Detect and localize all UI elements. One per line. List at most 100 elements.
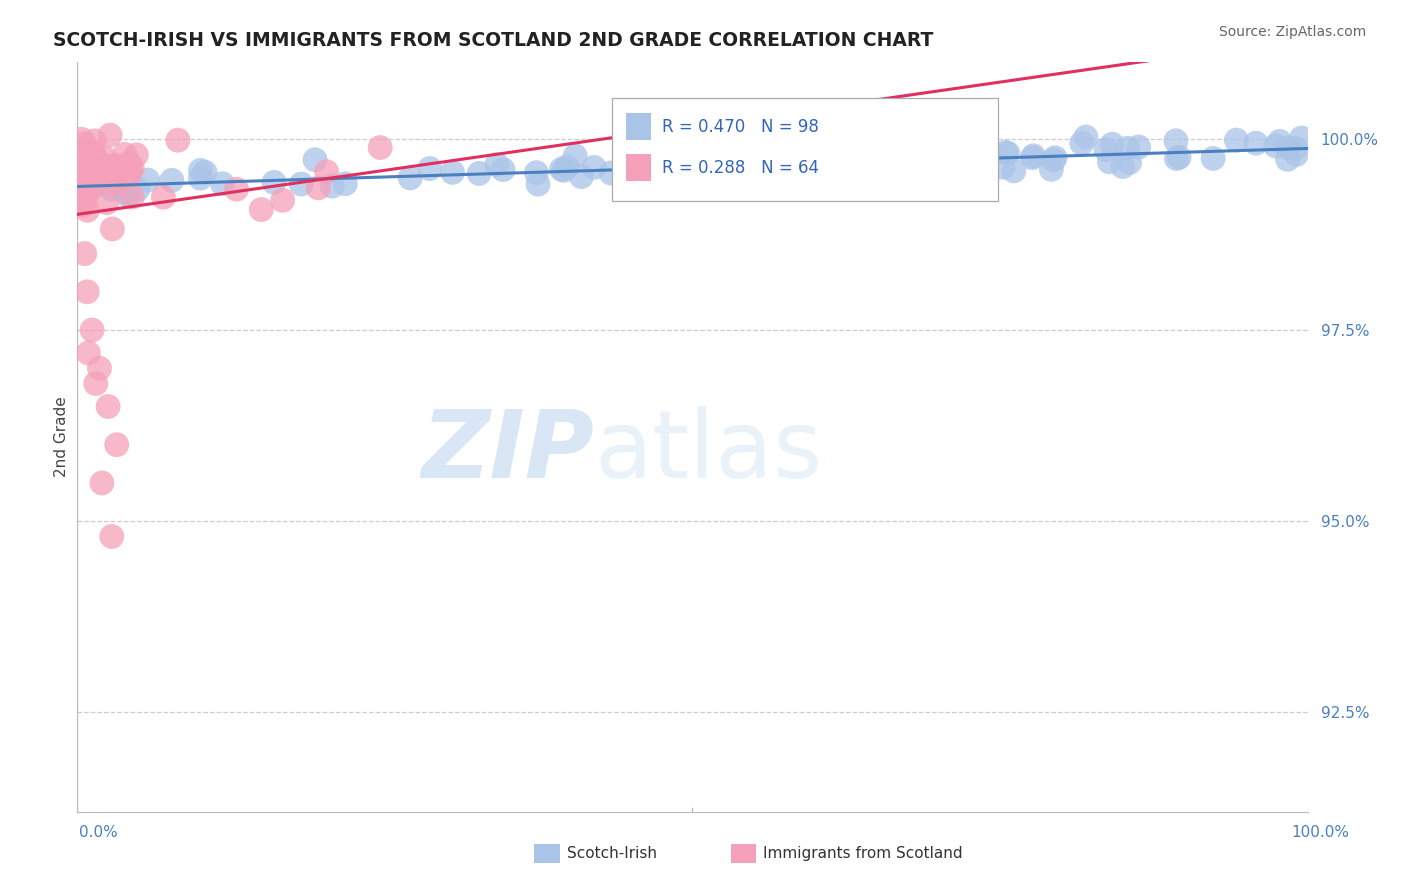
Text: Source: ZipAtlas.com: Source: ZipAtlas.com <box>1219 25 1367 39</box>
Point <box>641 166 664 180</box>
Point <box>485 157 508 171</box>
Point <box>848 153 870 167</box>
Point <box>73 185 96 199</box>
Point <box>749 151 772 165</box>
Point <box>76 285 98 299</box>
Point <box>307 181 329 195</box>
Point <box>952 136 974 150</box>
Point <box>97 159 120 173</box>
Point <box>89 361 111 376</box>
Point <box>321 179 343 194</box>
Point <box>759 162 782 177</box>
Point <box>759 156 782 170</box>
Point <box>1095 143 1118 157</box>
Point <box>564 149 586 163</box>
Point <box>82 147 104 161</box>
Point <box>121 190 143 204</box>
Point <box>1043 151 1066 165</box>
Point <box>75 184 97 198</box>
Point <box>97 163 120 178</box>
Point <box>75 143 97 157</box>
Point <box>69 175 91 189</box>
Point <box>82 323 104 337</box>
Text: atlas: atlas <box>595 406 823 498</box>
Point <box>600 166 623 180</box>
Point <box>105 438 128 452</box>
Point <box>953 168 976 182</box>
Point <box>104 174 127 188</box>
Text: SCOTCH-IRISH VS IMMIGRANTS FROM SCOTLAND 2ND GRADE CORRELATION CHART: SCOTCH-IRISH VS IMMIGRANTS FROM SCOTLAND… <box>53 31 934 50</box>
Point <box>991 160 1014 174</box>
Point <box>922 157 945 171</box>
Point <box>72 198 94 212</box>
Point <box>100 182 122 196</box>
Point <box>271 194 294 208</box>
Text: 0.0%: 0.0% <box>79 825 118 840</box>
Text: Scotch-Irish: Scotch-Irish <box>567 847 657 861</box>
Point <box>441 165 464 179</box>
Point <box>1268 135 1291 149</box>
Point <box>814 153 837 167</box>
Point <box>1244 136 1267 150</box>
Point <box>97 169 120 183</box>
Point <box>419 161 441 176</box>
Point <box>1277 141 1299 155</box>
Point <box>1264 139 1286 153</box>
Point <box>118 169 141 184</box>
Point <box>73 246 96 260</box>
Point <box>96 195 118 210</box>
Point <box>105 177 128 191</box>
Point <box>73 166 96 180</box>
Point <box>263 175 285 189</box>
Point <box>1116 141 1139 155</box>
Point <box>101 166 124 180</box>
Point <box>1112 160 1135 174</box>
Point <box>84 178 107 192</box>
Point <box>94 151 117 165</box>
Point <box>553 163 575 178</box>
Point <box>84 376 107 391</box>
Point <box>803 157 825 171</box>
Point <box>76 203 98 218</box>
Point <box>1128 140 1150 154</box>
Point <box>733 167 755 181</box>
Point <box>740 143 762 157</box>
Point <box>555 160 578 174</box>
Point <box>659 148 682 162</box>
Point <box>669 174 692 188</box>
Point <box>136 173 159 187</box>
Point <box>335 177 357 191</box>
Point <box>1074 130 1097 145</box>
Point <box>527 177 550 191</box>
Point <box>1021 151 1043 165</box>
Point <box>77 346 100 360</box>
Point <box>80 159 103 173</box>
Text: R = 0.288   N = 64: R = 0.288 N = 64 <box>662 159 820 177</box>
Point <box>664 169 686 183</box>
Point <box>890 147 912 161</box>
Point <box>80 174 103 188</box>
Point <box>97 167 120 181</box>
Point <box>1002 164 1025 178</box>
Point <box>225 182 247 196</box>
Point <box>399 170 422 185</box>
Point <box>290 177 312 191</box>
Point <box>747 157 769 171</box>
Text: ZIP: ZIP <box>422 406 595 498</box>
Point <box>876 165 898 179</box>
Point <box>152 190 174 204</box>
Point <box>72 163 94 178</box>
Point <box>73 176 96 190</box>
Point <box>997 146 1019 161</box>
Point <box>82 175 104 189</box>
Point <box>104 159 127 173</box>
Point <box>714 165 737 179</box>
Point <box>778 174 800 188</box>
Point <box>1118 155 1140 169</box>
Point <box>89 170 111 185</box>
Point <box>89 163 111 178</box>
Point <box>787 161 810 175</box>
Point <box>799 166 821 180</box>
Point <box>1277 153 1299 167</box>
Point <box>1040 162 1063 177</box>
